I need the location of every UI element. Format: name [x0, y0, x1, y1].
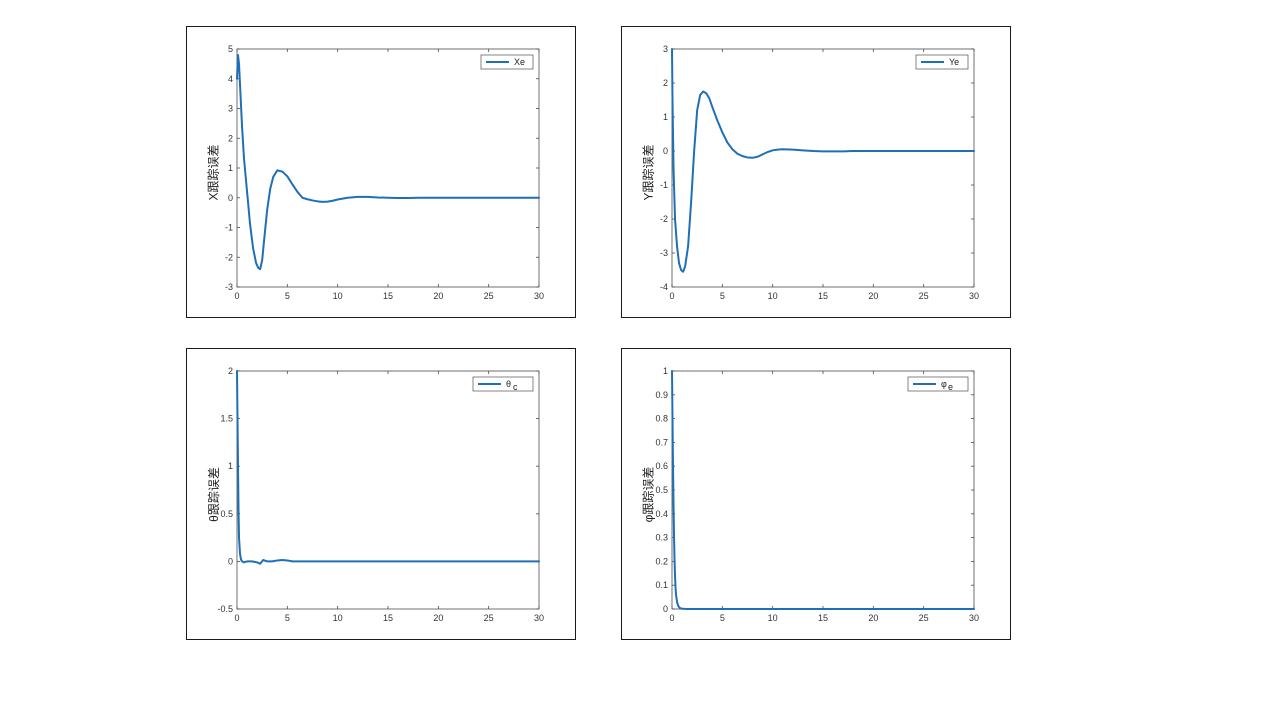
axes-box: [236, 48, 540, 288]
y-error-chart: Y跟踪误差 0 5 10 15 20 25 30 -4 -3 -2 -1 0 1 2 3 Ye: [621, 26, 1011, 318]
chart-plot: 0 5 10 15 20 25 30 -4 -3 -2 -1 0 1 2 3 Ye: [660, 44, 979, 301]
legend-label: Ye: [949, 57, 959, 67]
y-tick-label: 0.3: [655, 533, 668, 543]
x-tick-label: 0: [669, 613, 674, 623]
y-tick-label: -2: [225, 252, 233, 262]
y-tick-label: 0.2: [655, 556, 668, 566]
x-tick-label: 20: [868, 291, 878, 301]
x-tick-label: 25: [484, 613, 494, 623]
phi-error-chart: φ跟踪误差 0 5 10 15 20 25 30 0 0.1 0.2 0.3 0.4 0.5 0.6 0.7…: [621, 348, 1011, 640]
y-tick-label: 0: [228, 556, 233, 566]
y-tick-label: -1: [660, 180, 668, 190]
series-line: [671, 48, 975, 273]
legend-label: θ: [506, 379, 511, 389]
legend-box: [472, 376, 534, 392]
x-tick-label: 5: [285, 291, 290, 301]
x-tick-label: 10: [768, 291, 778, 301]
axes-box: [671, 48, 975, 288]
theta-error-chart: θ跟踪误差 0 5 10 15 20 25 30 -0.5 0 0.5 1 1.5 2 θ c: [186, 348, 576, 640]
x-tick-label: 25: [919, 613, 929, 623]
axes-box: [671, 370, 975, 610]
x-tick-label: 25: [919, 291, 929, 301]
y-tick-label: 1: [663, 112, 668, 122]
y-tick-label: 1: [228, 163, 233, 173]
y-tick-label: 2: [228, 133, 233, 143]
y-tick-label: 0: [663, 146, 668, 156]
y-tick-label: 0.1: [655, 580, 668, 590]
legend: Ye: [915, 54, 969, 70]
x-tick-label: 20: [433, 291, 443, 301]
chart-plot: 0 5 10 15 20 25 30-0.500.511.52θ c: [217, 366, 544, 623]
x-tick-label: 15: [383, 613, 393, 623]
series-line: [236, 53, 540, 271]
y-tick-label: 0.8: [655, 414, 668, 424]
y-tick-label: -3: [660, 248, 668, 258]
y-tick-label: 2: [663, 78, 668, 88]
legend-subscript: e: [948, 382, 953, 392]
x-tick-label: 0: [234, 613, 239, 623]
x-error-chart: X跟踪误差 0 5 10 15 20 25 30 -3 -2 -1 0 1 2 3 4 5 Xe: [186, 26, 576, 318]
y-tick-label: 1.5: [220, 414, 233, 424]
x-tick-label: 5: [285, 613, 290, 623]
legend-label: Xe: [514, 57, 525, 67]
legend-box: [907, 376, 969, 392]
x-tick-label: 20: [868, 613, 878, 623]
chart-plot: 0 5 10 15 20 25 30 -3 -2 -1 0 1 2 3 4 5 Xe: [225, 44, 544, 301]
x-tick-label: 15: [383, 291, 393, 301]
x-tick-label: 25: [484, 291, 494, 301]
y-tick-label: 0: [663, 604, 668, 614]
y-tick-label: -1: [225, 223, 233, 233]
series-line: [671, 370, 975, 610]
y-tick-label: 3: [663, 44, 668, 54]
y-tick-label: -3: [225, 282, 233, 292]
legend-label: φ: [941, 379, 947, 389]
x-tick-label: 30: [969, 291, 979, 301]
x-tick-label: 30: [534, 291, 544, 301]
y-tick-label: 0.6: [655, 461, 668, 471]
series-line: [236, 370, 540, 565]
x-tick-label: 0: [234, 291, 239, 301]
x-tick-label: 15: [818, 613, 828, 623]
y-tick-label: 5: [228, 44, 233, 54]
axes-box: [236, 370, 540, 610]
y-tick-label: 0.9: [655, 390, 668, 400]
y-tick-label: 3: [228, 104, 233, 114]
y-tick-label: 4: [228, 74, 233, 84]
legend: Xe: [480, 54, 534, 70]
x-tick-label: 10: [768, 613, 778, 623]
y-tick-label: 0.5: [220, 509, 233, 519]
x-tick-label: 5: [720, 613, 725, 623]
x-tick-label: 5: [720, 291, 725, 301]
y-tick-label: 1: [228, 461, 233, 471]
x-tick-label: 30: [969, 613, 979, 623]
x-tick-label: 15: [818, 291, 828, 301]
y-tick-label: -0.5: [217, 604, 233, 614]
y-tick-label: -2: [660, 214, 668, 224]
x-tick-label: 10: [333, 613, 343, 623]
y-tick-label: -4: [660, 282, 668, 292]
y-tick-label: 0: [228, 193, 233, 203]
y-tick-label: 1: [663, 366, 668, 376]
x-tick-label: 10: [333, 291, 343, 301]
y-tick-label: 2: [228, 366, 233, 376]
y-tick-label: 0.4: [655, 509, 668, 519]
y-tick-label: 0.5: [655, 485, 668, 495]
x-tick-label: 30: [534, 613, 544, 623]
x-tick-label: 0: [669, 291, 674, 301]
x-tick-label: 20: [433, 613, 443, 623]
chart-plot: 0 5 10 15 20 25 30 0 0.1 0.2 0.3 0.4 0.5 0.6 0.7 0.8 0.9…: [655, 366, 979, 623]
legend-subscript: c: [513, 382, 518, 392]
y-tick-label: 0.7: [655, 437, 668, 447]
